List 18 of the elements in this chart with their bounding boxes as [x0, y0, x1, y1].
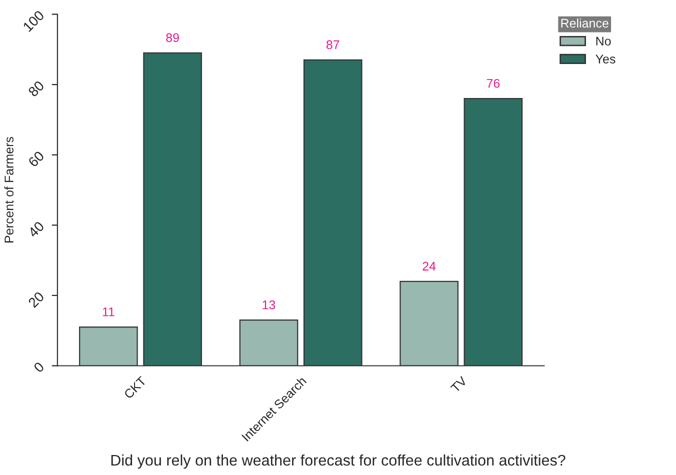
- y-tick-label: 20: [28, 291, 45, 308]
- x-axis-title: Did you rely on the weather forecast for coffee cultivation activities?: [111, 454, 566, 469]
- y-tick-label: 60: [28, 150, 45, 168]
- y-axis-title: Percent of Farmers: [4, 136, 14, 242]
- data-label: 24: [422, 262, 436, 270]
- legend-label: Yes: [596, 54, 616, 64]
- data-label: 89: [166, 33, 179, 42]
- y-tick-label: 100: [22, 10, 45, 32]
- legend-label: No: [596, 36, 611, 46]
- legend-title: Reliance: [561, 18, 608, 28]
- x-tick-label: TV: [450, 376, 468, 393]
- y-tick-label: 0: [33, 361, 45, 374]
- data-label: 11: [102, 308, 114, 316]
- data-label: 13: [262, 300, 276, 310]
- y-tick-label: 40: [27, 220, 45, 238]
- data-label: 76: [486, 78, 500, 88]
- data-label: 87: [326, 40, 340, 50]
- y-tick-label: 80: [28, 80, 45, 98]
